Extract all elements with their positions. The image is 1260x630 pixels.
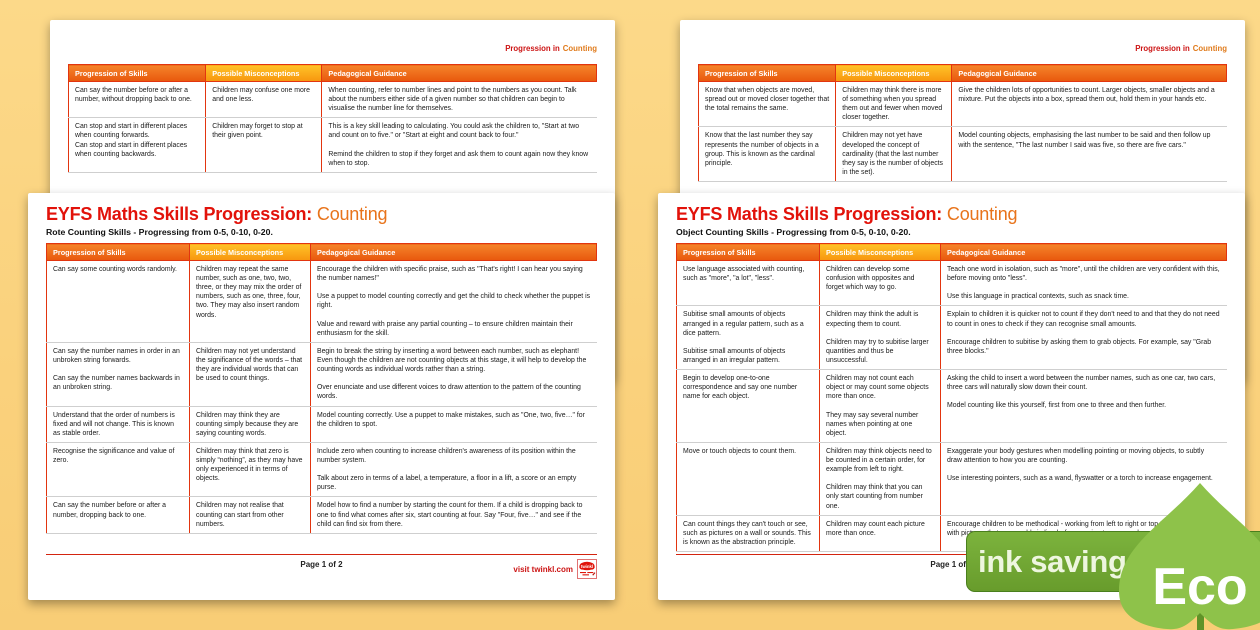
svg-text:twinkl: twinkl — [1211, 564, 1223, 569]
svg-text:twinkl: twinkl — [581, 564, 593, 569]
